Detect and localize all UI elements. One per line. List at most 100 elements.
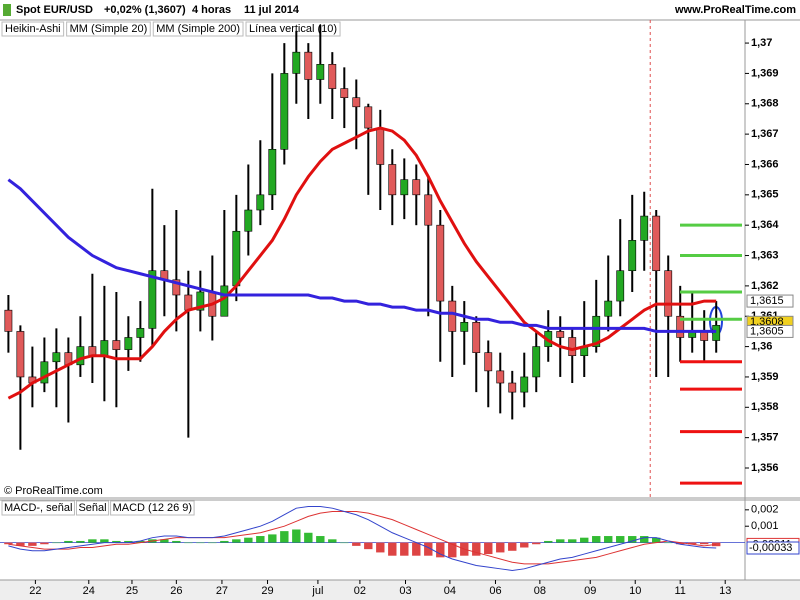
histogram-bar [484,542,493,555]
candle-body [220,285,229,317]
candle-body [412,179,421,196]
candle-body [604,300,613,317]
histogram-bar [64,540,73,543]
candle-body [472,322,481,353]
histogram-bar [556,539,565,543]
histogram-bar [412,542,421,556]
candle-body [316,64,325,80]
histogram-bar [100,539,109,543]
y-tick-label: 1,365 [751,189,779,201]
macd-legend-entry: MACD-, señal [4,502,72,514]
x-tick-label: 08 [534,585,546,597]
histogram-bar [160,539,169,543]
candle-body [664,270,673,317]
candle-body [340,88,349,99]
x-tick-label: 10 [629,585,641,597]
macd-y-tick-label: 0,001 [751,520,779,532]
y-tick-label: 1,366 [751,158,779,170]
price-marker-label: 1,3605 [750,325,784,337]
histogram-bar [640,536,649,543]
candle-body [100,340,109,356]
histogram-bar [628,536,637,543]
x-tick-label: 26 [170,585,182,597]
price-marker-label: 1,3615 [750,295,784,307]
x-tick-label: 02 [354,585,366,597]
icon [3,4,11,16]
x-tick-label: 22 [29,585,41,597]
x-tick-label: 09 [584,585,596,597]
histogram-bar [172,540,181,543]
histogram-bar [112,540,121,543]
candle-body [712,325,721,341]
candle-body [616,270,625,302]
histogram-bar [580,537,589,543]
histogram-bar [256,536,265,543]
candle-body [232,230,241,287]
macd-legend-entry: MACD (12 26 9) [113,502,192,514]
candle-body [424,194,433,226]
candle-body [76,346,85,366]
price-marker [746,294,794,308]
histogram-bar [436,542,445,558]
candle-body [16,331,25,378]
histogram-bar [712,542,721,547]
histogram-bar [244,537,253,543]
histogram-bar [124,540,133,543]
legend-box [75,500,110,516]
x-tick-label: 25 [126,585,138,597]
candle-body [676,315,685,338]
y-tick-label: 1,364 [751,219,779,231]
histogram-bar [448,542,457,558]
histogram-bar [520,542,529,548]
y-tick-label: 1,357 [751,432,779,444]
macd-legend-entry: Señal [78,502,106,514]
candle-body [628,240,637,272]
macd-marker-label: -0,00033 [749,542,792,554]
histogram-bar [604,536,613,543]
candle-body [268,149,277,196]
legend-box [66,21,151,37]
histogram-bar [508,542,517,551]
legend-box [110,500,195,516]
candle-body [640,215,649,241]
moving-average [7,178,717,333]
candle-body [172,279,181,296]
candle-body [4,309,13,332]
candle-body [508,382,517,393]
histogram-bar [52,542,61,544]
candle-body [352,97,361,108]
y-tick-label: 1,362 [751,280,779,292]
candle-body [280,73,289,150]
histogram-bar [88,539,97,543]
y-tick-label: 1,369 [751,67,779,79]
histogram-bar [352,542,361,546]
macd-y-tick-label: 0,002 [751,504,779,516]
histogram-bar [184,542,193,544]
histogram-bar [76,540,85,543]
candle-body [652,215,661,272]
histogram-bar [688,542,697,545]
histogram-bar [364,542,373,550]
y-tick-label: 1,36 [751,340,772,352]
histogram-bar [616,536,625,543]
histogram-bar [700,542,709,545]
y-tick-label: 1,359 [751,371,779,383]
x-tick-label: 06 [489,585,501,597]
legend-box [245,21,341,37]
legend-box [1,21,65,37]
legend-entry: MM (Simple 20) [70,23,148,35]
histogram-bar [496,542,505,553]
candle-body [136,328,145,338]
histogram-bar [280,531,289,543]
legend-entry: MM (Simple 200) [156,23,240,35]
x-tick-label: 27 [216,585,228,597]
histogram-bar [472,542,481,556]
histogram-bar [208,542,217,544]
histogram-bar [544,540,553,543]
candle-body [364,106,373,129]
candle-body [556,331,565,338]
moving-average [7,126,717,400]
histogram-bar [676,542,685,545]
histogram-bar [136,540,145,543]
candle-body [388,164,397,196]
